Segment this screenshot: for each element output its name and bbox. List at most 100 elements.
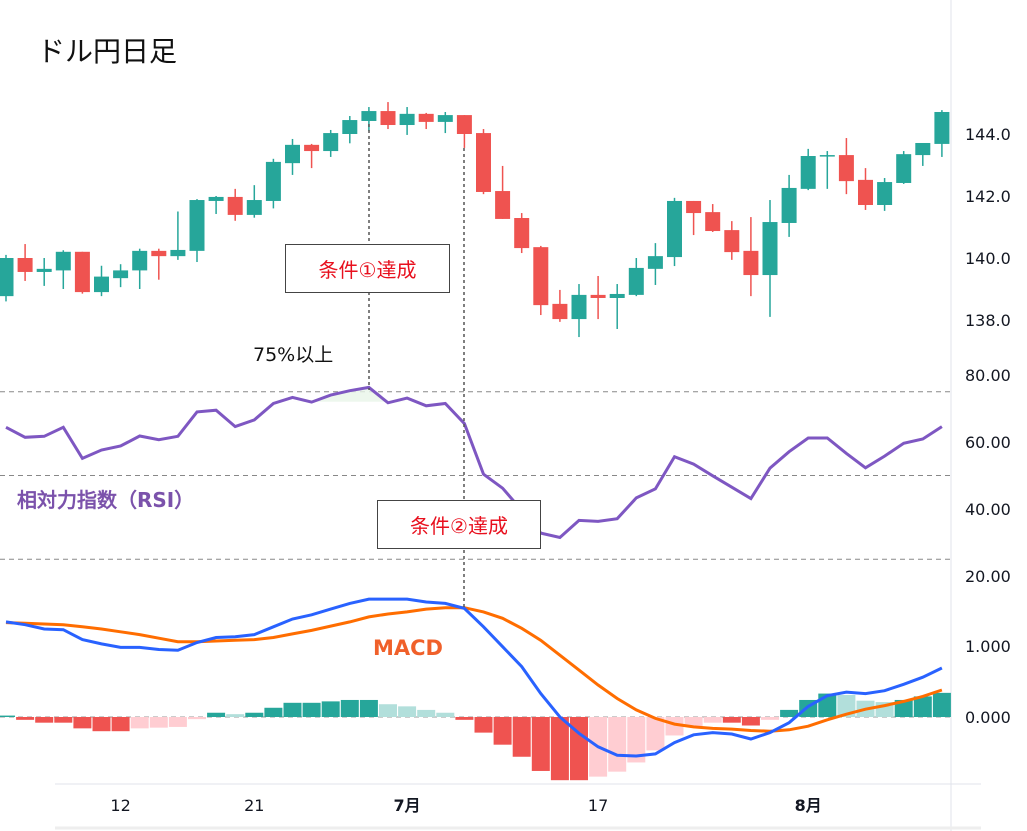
macd-histogram-bar xyxy=(188,717,206,720)
macd-histogram-bar xyxy=(512,717,531,757)
candle-body xyxy=(819,155,835,157)
macd-histogram-bar xyxy=(780,709,799,717)
macd-histogram-bar xyxy=(913,696,932,717)
candle-body xyxy=(189,200,205,251)
time-tick-label: 21 xyxy=(244,796,264,815)
macd-histogram-bar xyxy=(722,717,741,723)
candle-body xyxy=(609,293,625,298)
candle-body xyxy=(590,294,606,298)
macd-histogram-bar xyxy=(894,699,913,717)
price-tick-label: 140.0 xyxy=(965,249,1011,268)
rsi-line xyxy=(5,385,943,540)
rsi-tick-label: 20.00 xyxy=(965,567,1011,586)
candle-body xyxy=(170,249,186,257)
time-tick-label: 17 xyxy=(588,796,608,815)
macd-tick-label: 0.000 xyxy=(965,708,1011,727)
macd-histogram-bar xyxy=(741,717,760,726)
candle-body xyxy=(304,144,320,152)
candle-body xyxy=(571,294,587,320)
candle-body xyxy=(781,187,797,223)
candle-body xyxy=(934,111,950,144)
macd-pane-label: MACD xyxy=(373,636,443,660)
macd-histogram-bar xyxy=(168,717,187,727)
candle-body xyxy=(858,179,873,205)
candle-body xyxy=(55,251,71,271)
time-tick-label: 7月 xyxy=(394,796,421,815)
candle-body xyxy=(0,258,14,297)
candle-body xyxy=(399,113,415,126)
candle-body xyxy=(476,133,491,192)
macd-histogram-bar xyxy=(684,717,703,727)
macd-signal-line xyxy=(5,606,943,733)
macd-histogram-bar xyxy=(570,717,588,781)
candle-body xyxy=(667,200,682,258)
macd-histogram-bar xyxy=(455,717,474,720)
price-tick-label: 138.0 xyxy=(965,311,1011,330)
macd-histogram-bar xyxy=(149,717,168,728)
macd-histogram-bar xyxy=(761,717,779,720)
candle-body xyxy=(418,113,434,122)
candle-body xyxy=(132,250,148,271)
macd-histogram-bar xyxy=(264,707,283,717)
macd-histogram-bar xyxy=(379,704,397,717)
macd-histogram-bar xyxy=(245,712,264,717)
macd-histogram-bar xyxy=(703,717,722,723)
candle-body xyxy=(686,200,702,214)
rsi-threshold-note: 75%以上 xyxy=(253,344,334,366)
candle-body xyxy=(361,111,377,121)
condition1-annotation: 条件①達成 xyxy=(285,244,450,293)
candle-body xyxy=(208,196,224,201)
rsi-tick-label: 60.00 xyxy=(965,433,1011,452)
chart-title: ドル円日足 xyxy=(37,35,178,68)
macd-histogram-bar xyxy=(474,717,493,733)
macd-histogram-bar xyxy=(35,717,54,723)
candle-body xyxy=(705,212,721,232)
condition2-annotation: 条件②達成 xyxy=(377,500,541,549)
macd-line xyxy=(5,597,943,758)
macd-histogram-bar xyxy=(932,692,951,717)
time-tick-label: 8月 xyxy=(795,796,822,815)
candle-body xyxy=(877,182,893,205)
candle-body xyxy=(246,200,262,215)
candle-body xyxy=(342,120,358,134)
macd-histogram-bar xyxy=(627,717,646,763)
macd-histogram-bar xyxy=(92,717,111,732)
macd-histogram-bar xyxy=(302,702,321,717)
candle-body xyxy=(762,222,778,276)
candle-body xyxy=(915,142,931,156)
macd-tick-label: 1.000 xyxy=(965,637,1011,656)
candle-body xyxy=(628,267,644,295)
candle-body xyxy=(514,218,530,249)
candle-body xyxy=(896,154,912,183)
macd-histogram-bar xyxy=(417,709,436,717)
candle-body xyxy=(647,256,663,269)
candle-body xyxy=(456,115,472,134)
candle-body xyxy=(380,111,396,126)
macd-histogram-bar xyxy=(608,717,627,772)
macd-histogram-bar xyxy=(493,717,512,745)
candle-body xyxy=(533,247,549,306)
macd-histogram-bar xyxy=(398,706,417,717)
candle-body xyxy=(724,230,740,253)
candle-body xyxy=(94,276,109,293)
macd-histogram-bar xyxy=(531,717,550,771)
macd-histogram-bar xyxy=(130,717,149,729)
candle-body xyxy=(800,156,816,189)
candle-body xyxy=(743,250,759,276)
macd-histogram-bar xyxy=(226,714,245,717)
macd-histogram-bar xyxy=(321,701,340,717)
macd-histogram-bar xyxy=(54,717,73,723)
candle-body xyxy=(552,303,568,320)
macd-histogram-bar xyxy=(16,717,35,720)
macd-histogram-bar xyxy=(207,712,226,717)
candle-body xyxy=(285,144,300,164)
macd-histogram-bar xyxy=(340,699,359,717)
candle-body xyxy=(74,251,90,293)
price-tick-label: 144.0 xyxy=(965,125,1011,144)
rsi-pane-label: 相対力指数（RSI） xyxy=(17,488,195,512)
rsi-tick-label: 40.00 xyxy=(965,500,1011,519)
candle-body xyxy=(323,133,339,152)
candle-body xyxy=(495,191,511,219)
candle-body xyxy=(36,268,52,272)
macd-histogram-bar xyxy=(0,715,15,717)
